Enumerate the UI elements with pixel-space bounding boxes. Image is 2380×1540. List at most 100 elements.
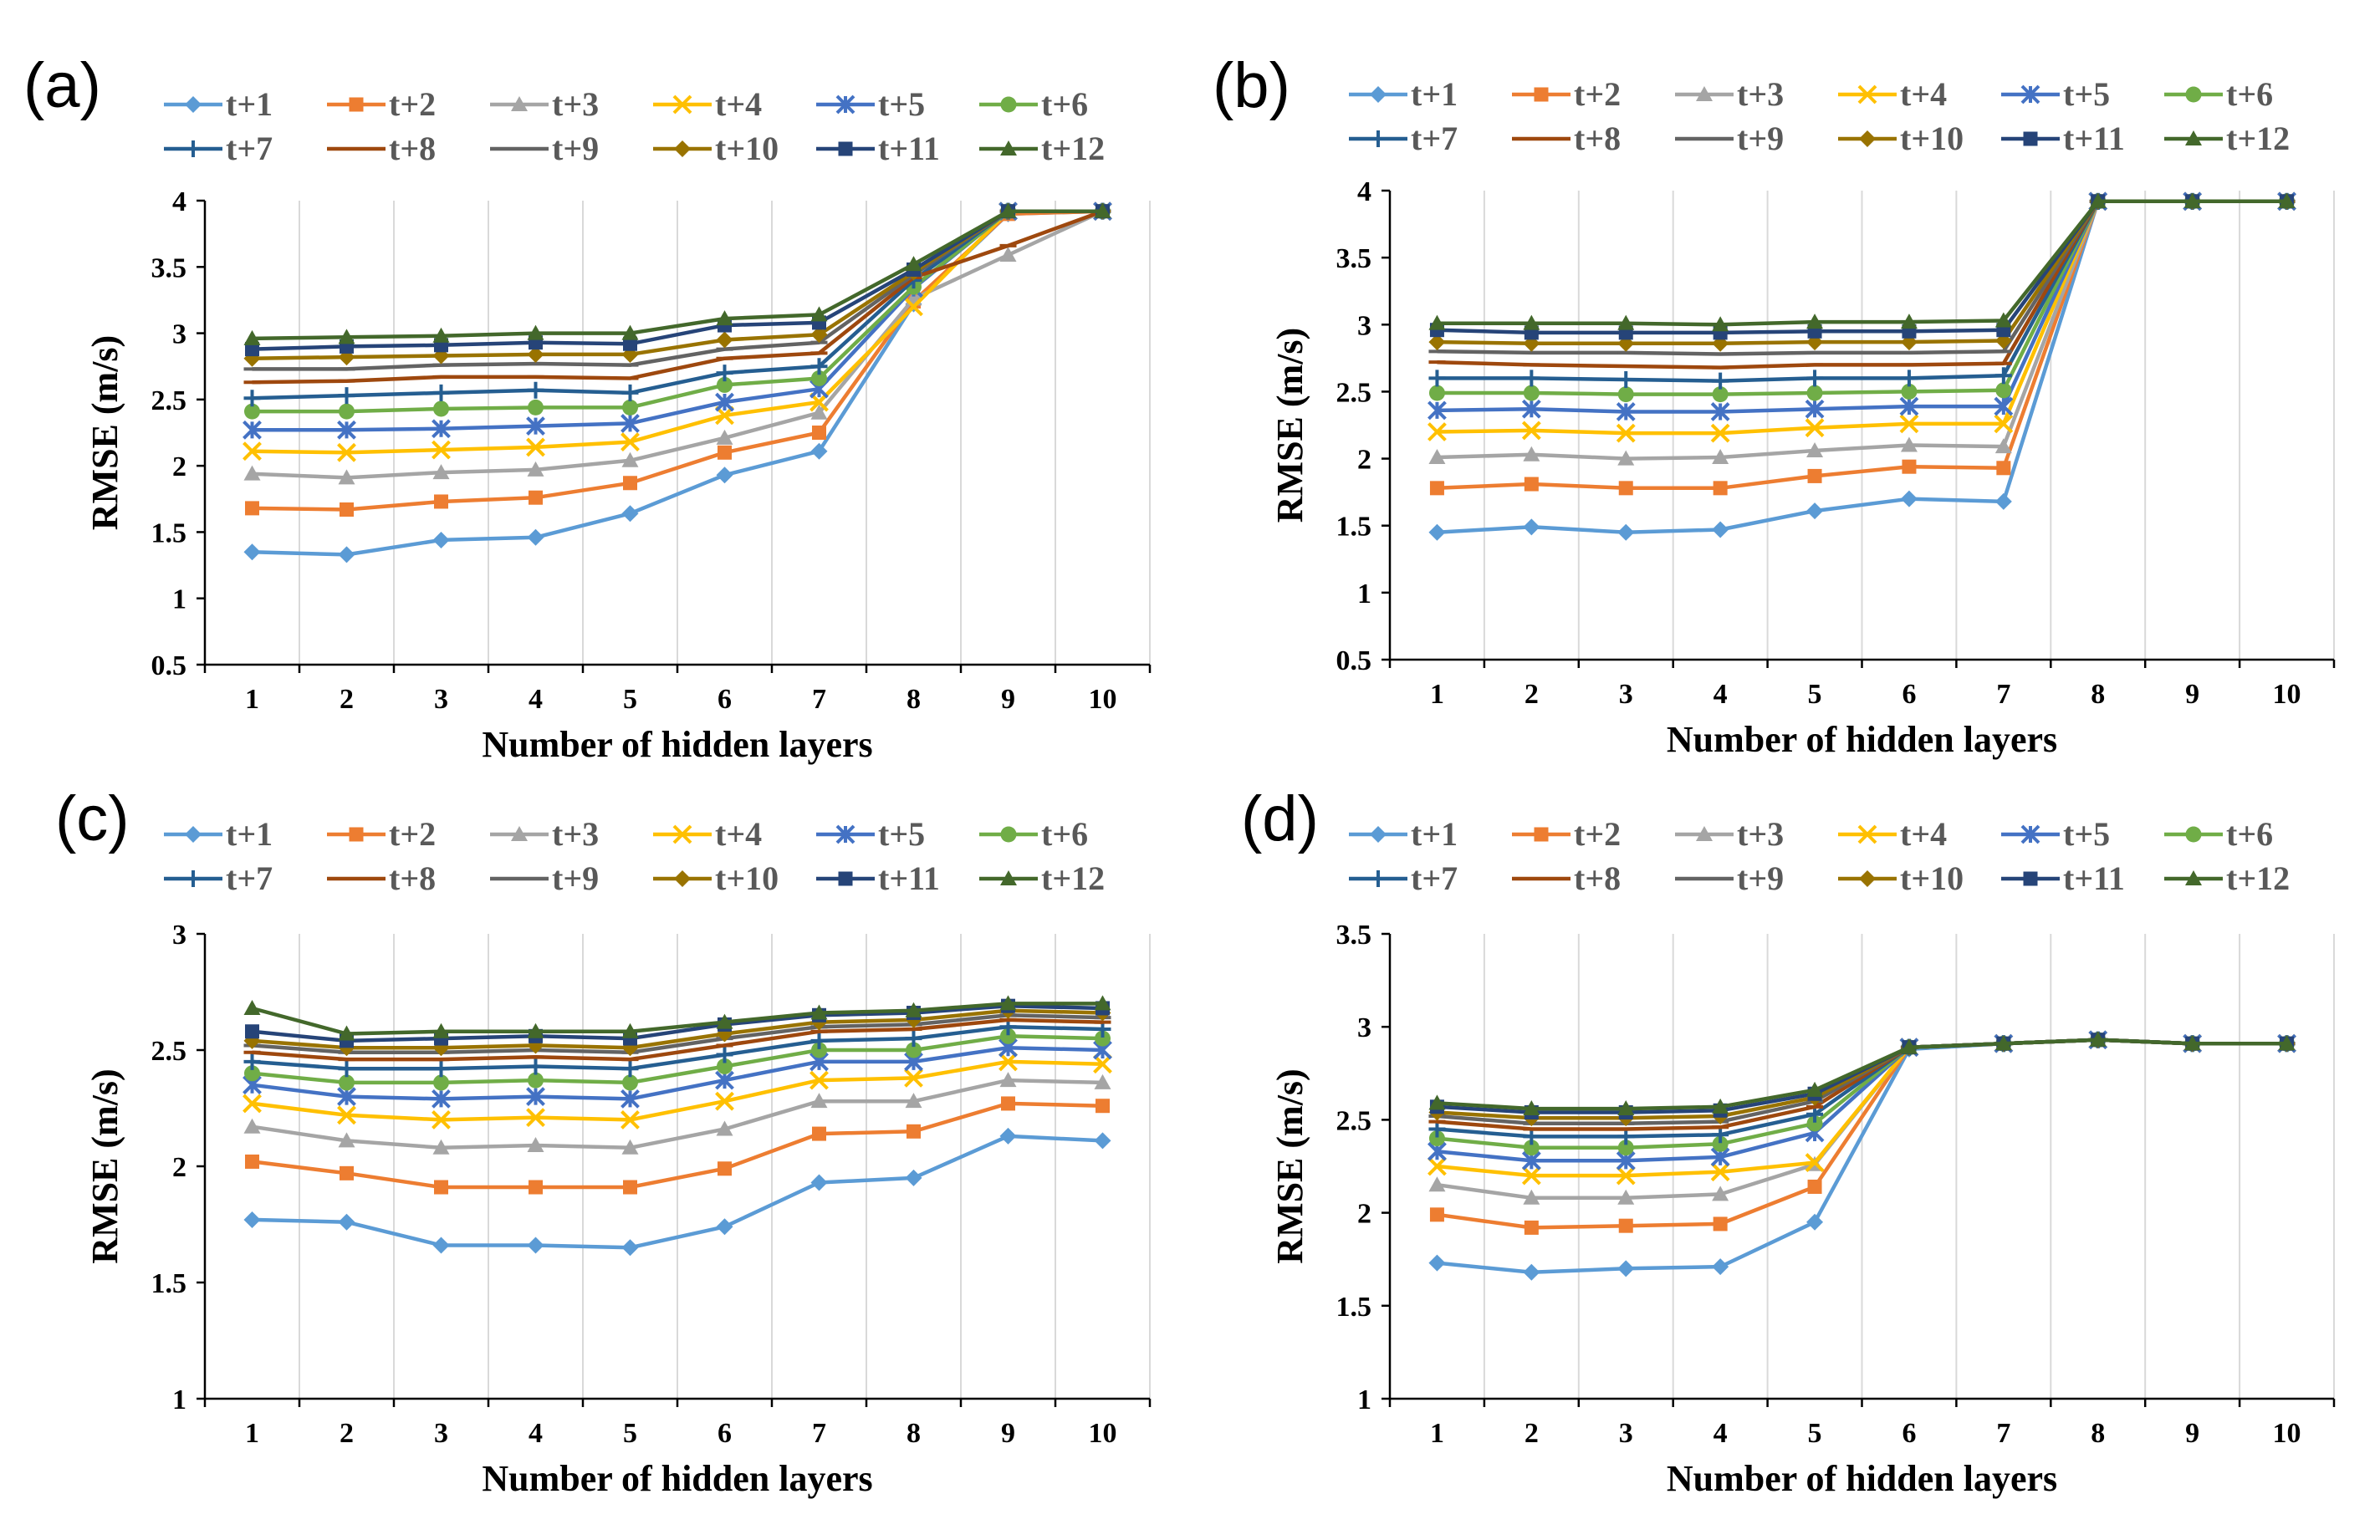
legend-label: t+2 [1574, 815, 1621, 853]
series-line [252, 1024, 1103, 1071]
legend-marker [511, 96, 528, 111]
series-t+1 [243, 1127, 1111, 1257]
data-point [1428, 334, 1446, 351]
legend-label: t+2 [389, 85, 436, 123]
data-point [1617, 523, 1635, 541]
data-point [812, 426, 826, 440]
x-tick-label: 4 [1713, 679, 1728, 710]
data-point [1094, 202, 1111, 218]
data-point [1093, 1054, 1112, 1074]
legend-label: t+1 [226, 85, 273, 123]
data-point [715, 1091, 734, 1111]
data-point [243, 465, 261, 481]
y-tick-label: 4 [172, 186, 186, 217]
data-point [1712, 1258, 1729, 1276]
legend-item: t+9 [490, 130, 599, 167]
legend-item: t+11 [816, 859, 940, 897]
legend-label: t+11 [878, 859, 940, 897]
data-point [1712, 372, 1729, 390]
data-point [621, 1239, 639, 1257]
series-line [1437, 1038, 2287, 1111]
data-point [338, 1213, 355, 1231]
data-point [1523, 446, 1540, 461]
series-line [252, 1134, 1103, 1250]
data-point [245, 342, 259, 357]
series-t+8 [243, 1017, 1111, 1062]
data-point [1996, 461, 2011, 476]
y-tick-label: 2.5 [1336, 377, 1372, 408]
data-point [999, 247, 1017, 263]
x-tick-label: 10 [1089, 684, 1117, 715]
legend-label: t+3 [552, 85, 599, 123]
data-point [2183, 1035, 2201, 1051]
legend-item: t+9 [1675, 120, 1784, 157]
series-line [252, 209, 1103, 351]
x-tick-label: 10 [2273, 1418, 2301, 1449]
data-point [1713, 481, 1728, 496]
data-point [1899, 414, 1919, 434]
data-point [1524, 1220, 1539, 1235]
legend-item: t+7 [1349, 859, 1458, 897]
legend-marker [1534, 87, 1549, 102]
legend-item: t+12 [2164, 120, 2290, 157]
data-point [717, 376, 733, 393]
data-point [434, 494, 448, 509]
legend-item: t+10 [653, 130, 779, 167]
legend-label: t+4 [1900, 815, 1947, 853]
data-point [1900, 436, 1918, 452]
data-point [432, 1089, 451, 1109]
x-tick-label: 10 [2273, 679, 2301, 710]
panel-label: (b) [1213, 50, 1290, 121]
legend-label: t+1 [1411, 815, 1458, 853]
x-tick-label: 1 [245, 684, 259, 715]
data-point [243, 390, 261, 407]
data-point [716, 331, 733, 349]
data-point [244, 1065, 260, 1082]
legend-label: t+6 [2226, 815, 2273, 853]
x-tick-label: 2 [1525, 1418, 1539, 1449]
legend-label: t+12 [1041, 859, 1105, 897]
legend-item: t+6 [979, 85, 1088, 123]
x-tick-label: 6 [1902, 1418, 1916, 1449]
data-point [1524, 477, 1539, 492]
legend-marker [838, 141, 853, 156]
data-point [1617, 1100, 1635, 1116]
data-point [621, 384, 639, 401]
legend-marker [835, 94, 855, 115]
x-axis-title: Number of hidden layers [1667, 719, 2057, 760]
data-point [1428, 1120, 1446, 1138]
x-axis-title: Number of hidden layers [1667, 1458, 2057, 1499]
data-point [339, 1074, 355, 1091]
series-t+2 [245, 1096, 1110, 1195]
legend-marker [2185, 130, 2202, 145]
y-tick-label: 3 [172, 319, 186, 350]
data-point [1000, 1028, 1016, 1044]
legend-item: t+3 [490, 815, 599, 853]
data-point [1523, 1189, 1540, 1205]
series-t+8 [243, 209, 1111, 385]
data-point [432, 1060, 450, 1078]
data-point [717, 1058, 733, 1074]
data-point [999, 1072, 1017, 1088]
data-point [1806, 385, 1823, 401]
legend-label: t+1 [226, 815, 273, 853]
data-point [907, 1124, 921, 1139]
x-tick-label: 7 [812, 1418, 826, 1449]
data-point [527, 461, 544, 477]
legend-item: t+3 [490, 85, 599, 123]
chart-panel-2: 0.5 1 1.5 2 2.5 3 3.5 4 1 2 3 4 5 6 7 8 9 10 Number of hid… [1213, 50, 2336, 760]
data-point [716, 310, 733, 326]
data-point [1617, 371, 1635, 389]
data-point [1712, 1186, 1729, 1201]
legend-label: t+7 [1411, 859, 1458, 897]
data-point [1616, 1165, 1636, 1186]
legend-marker [672, 94, 692, 115]
series-t+12 [1428, 192, 2296, 332]
data-point [1807, 468, 1822, 483]
data-point [904, 297, 923, 317]
legend: t+1 t+2 t+3 t+4 t+5 t+6 t+7 t+8 t+9 t+10 t+11 t+12 [1349, 75, 2290, 157]
data-point [1712, 1135, 1729, 1152]
data-point [810, 1174, 828, 1191]
y-tick-label: 4 [1357, 176, 1371, 207]
data-point [715, 392, 734, 412]
